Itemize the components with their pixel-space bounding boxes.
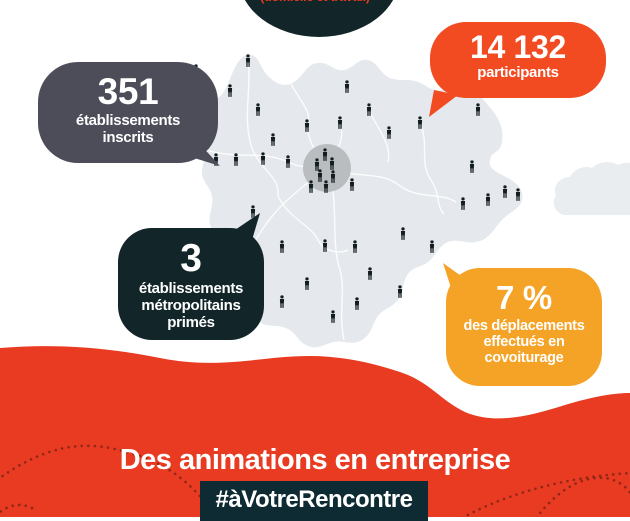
covoiturage-label-line2: effectués en (483, 334, 565, 351)
bubble-covoiturage: 7 % des déplacements effectués en covoit… (446, 268, 602, 386)
participants-label: participants (477, 64, 559, 81)
footer-title: Des animations en entreprise (119, 444, 511, 476)
top-bubble-shape (244, 0, 394, 37)
primes-label-line1: établissements (138, 280, 244, 297)
inscrits-label-line1: établissements (75, 112, 181, 129)
primes-label-line2: métropolitains (141, 296, 241, 314)
inscrits-label-line2: inscrits (102, 128, 154, 146)
bubble-inscrits: 351 établissements inscrits (38, 62, 218, 163)
map-shape (202, 54, 523, 348)
participants-value: 14 132 (469, 29, 567, 65)
primes-label-line3: primés (167, 313, 215, 331)
top-bubble-clipped-text: (domicile et travail) (215, 0, 415, 4)
participants-bubble-tail (429, 90, 458, 117)
bubble-participants: 14 132 participants (430, 22, 606, 98)
cloud-shape (553, 162, 630, 215)
covoiturage-value: 7 % (496, 279, 552, 316)
inscrits-value: 351 (97, 71, 159, 112)
hashtag-box: #àVotreRencontre (200, 481, 428, 521)
hashtag-text: #àVotreRencontre (215, 486, 413, 513)
primes-value: 3 (180, 237, 202, 280)
bubble-primes: 3 établissements métropolitains primés (118, 228, 264, 340)
center-circle (303, 144, 351, 192)
covoiturage-label-line1: des déplacements (463, 318, 585, 334)
footer-wave (0, 346, 630, 517)
covoiturage-label-line3: covoiturage (484, 350, 564, 367)
